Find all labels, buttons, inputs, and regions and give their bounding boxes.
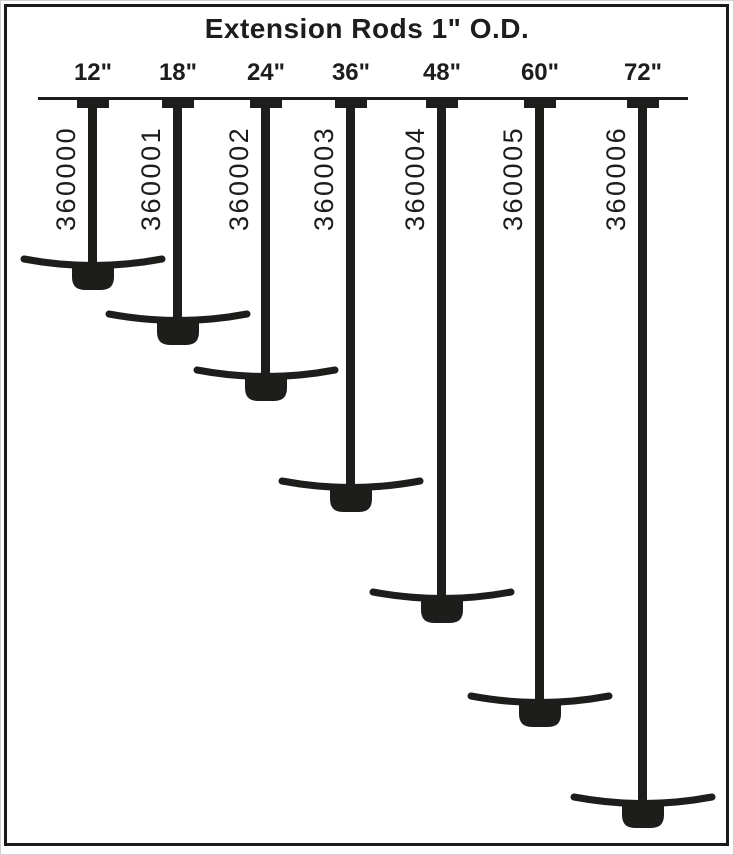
- rod-part-number: 360003: [309, 125, 339, 231]
- rod-shaft: [173, 99, 182, 318]
- rod-part-number: 360002: [224, 125, 254, 231]
- rod-shaft: [638, 99, 647, 801]
- rod-size-label: 72": [623, 59, 663, 86]
- rod-shaft: [261, 99, 270, 374]
- rod-part-number: 360000: [51, 125, 81, 231]
- rod-shaft: [346, 99, 355, 485]
- rod-part-number: 360005: [498, 125, 528, 231]
- diagram-title: Extension Rods 1" O.D.: [204, 13, 530, 44]
- rod-shaft: [535, 99, 544, 700]
- rod-size-label: 60": [520, 59, 560, 86]
- ceiling-fan-icon: [20, 255, 166, 290]
- ceiling-fan-icon: [193, 366, 339, 401]
- rod-shaft: [88, 99, 97, 263]
- ceiling-fan-icon: [467, 692, 613, 727]
- rod-size-label: 36": [331, 59, 371, 86]
- rod-part-number: 360006: [601, 125, 631, 231]
- rod-size-label: 48": [422, 59, 462, 86]
- rod-size-label: 24": [246, 59, 286, 86]
- rod-shaft: [437, 99, 446, 596]
- rod-part-number: 360004: [400, 125, 430, 231]
- rod-size-label: 12": [73, 59, 113, 86]
- ceiling-fan-icon: [278, 477, 424, 512]
- ceiling-fan-icon: [570, 793, 716, 828]
- rod-size-label: 18": [158, 59, 198, 86]
- rod-part-number: 360001: [136, 125, 166, 231]
- ceiling-fan-icon: [105, 310, 251, 345]
- ceiling-fan-icon: [369, 588, 515, 623]
